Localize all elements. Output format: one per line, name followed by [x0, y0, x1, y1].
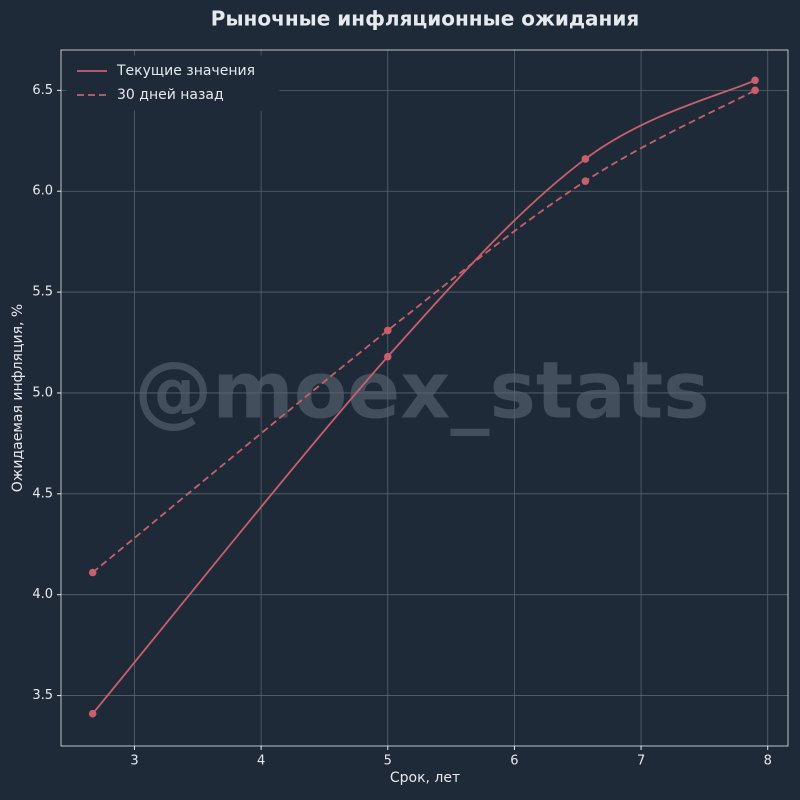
axes-frame	[60, 49, 789, 747]
y-tick-label: 4.0	[32, 587, 53, 602]
x-tick-label: 6	[510, 754, 518, 769]
data-point	[383, 326, 392, 335]
y-tick-label: 6.0	[32, 184, 53, 199]
x-tick-label: 3	[130, 754, 138, 769]
data-point	[88, 709, 97, 718]
x-axis-label: Срок, лет	[390, 770, 460, 786]
y-tick-label: 5.5	[32, 285, 53, 300]
legend-label: Текущие значения	[116, 63, 255, 79]
chart-title: Рыночные инфляционные ожидания	[211, 7, 639, 31]
y-tick-label: 3.5	[32, 688, 53, 703]
x-tick-label: 8	[764, 754, 772, 769]
legend: Текущие значения 30 дней назад	[66, 55, 280, 111]
y-tick-label: 6.5	[32, 83, 53, 98]
data-point	[581, 177, 590, 185]
y-axis-label: Ожидаемая инфляция, %	[10, 304, 26, 492]
y-tick-label: 5.0	[32, 385, 53, 400]
x-tick-label: 5	[384, 754, 392, 769]
plot-area: @moex_stats 3 4 5 6 7 8 3.5 4.0 4.5 5.0 5.5 6.0 6.5 Те…	[32, 49, 789, 769]
x-tick-label: 4	[257, 754, 265, 769]
y-tick-label: 4.5	[32, 486, 53, 501]
data-point	[88, 568, 97, 577]
watermark: @moex_stats	[134, 346, 709, 436]
x-tick-label: 7	[637, 754, 645, 769]
data-point	[751, 86, 759, 95]
data-point	[383, 352, 392, 361]
legend-label: 30 дней назад	[117, 87, 224, 103]
series-line	[91, 79, 756, 715]
data-point	[751, 76, 759, 85]
series-line	[92, 89, 756, 574]
data-point	[581, 155, 590, 163]
legend-box	[66, 55, 280, 111]
